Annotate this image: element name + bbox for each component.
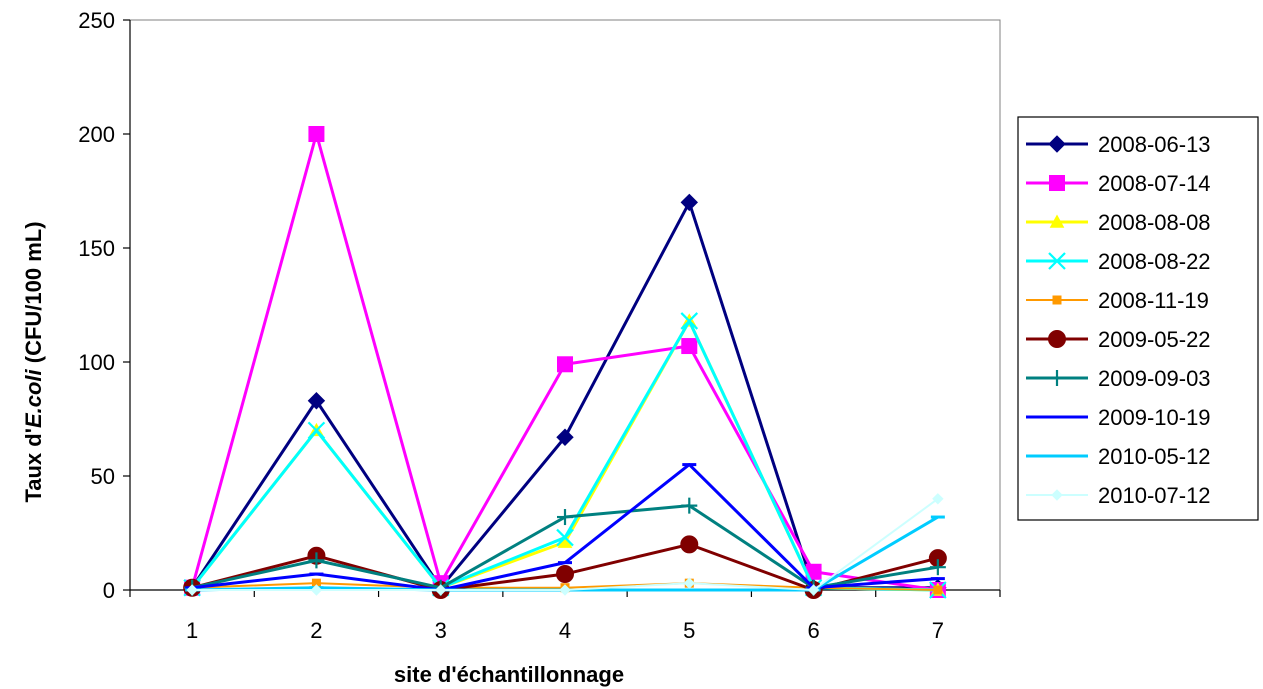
legend-item: 2009-10-19 — [1026, 405, 1211, 430]
series-2008-08-22 — [183, 312, 947, 599]
data-point — [807, 584, 820, 596]
data-point — [308, 552, 325, 569]
data-point-stroke — [680, 312, 699, 330]
legend-label: 2009-05-22 — [1098, 327, 1211, 352]
tick-labels: 0 50 100 150 200 250 1 2 3 4 5 6 7 — [78, 8, 944, 643]
x-tick-label: 2 — [310, 618, 322, 643]
legend-label: 2008-08-08 — [1098, 210, 1211, 235]
legend-label: 2009-10-19 — [1098, 405, 1211, 430]
legend-item: 2008-08-08 — [1026, 210, 1211, 235]
legend-label: 2008-07-14 — [1098, 171, 1211, 196]
data-point — [1051, 489, 1063, 501]
y-tick-label: 0 — [103, 578, 115, 603]
data-point — [557, 356, 573, 373]
y-tick-label: 150 — [78, 236, 115, 261]
data-point — [932, 493, 944, 505]
data-point — [681, 338, 698, 355]
legend-item: 2010-05-12 — [1026, 444, 1211, 469]
legend-item: 2009-05-22 — [1026, 327, 1211, 352]
data-point — [307, 421, 326, 440]
data-point — [186, 584, 198, 596]
data-point — [310, 584, 323, 596]
data-point — [1048, 135, 1066, 153]
y-axis-title: Taux d'E.coli (CFU/100 mL) — [21, 221, 46, 502]
legend-item: 2008-07-14 — [1026, 171, 1211, 196]
legend-item: 2008-08-22 — [1026, 249, 1211, 274]
data-point — [1048, 252, 1066, 270]
legend-label: 2009-09-03 — [1098, 366, 1211, 391]
x-tick-label: 4 — [559, 618, 571, 643]
series-line — [190, 200, 938, 590]
data-point-stroke — [307, 421, 326, 440]
legend-item: 2008-11-19 — [1026, 288, 1209, 313]
data-point — [1049, 214, 1065, 228]
data-point — [556, 428, 574, 446]
legend-label: 2010-07-12 — [1098, 483, 1211, 508]
y-tick-label: 100 — [78, 350, 115, 375]
data-point — [1049, 370, 1065, 386]
data-point — [680, 193, 698, 212]
legend: 2008-06-13 2008-07-14 2008-08-08 2008-08-22… — [1017, 116, 1259, 521]
x-axis-title: site d'échantillonnage — [394, 662, 624, 687]
data-point — [1048, 330, 1066, 348]
plot-area-border — [129, 19, 1001, 591]
data-point — [435, 584, 447, 596]
y-tick-label: 200 — [78, 122, 115, 147]
data-point — [557, 509, 573, 526]
data-point — [556, 528, 574, 547]
x-tick-label: 6 — [807, 618, 819, 643]
legend-box — [1017, 116, 1259, 521]
data-point — [681, 497, 698, 514]
data-point — [308, 126, 325, 142]
legend-label: 2008-11-19 — [1098, 288, 1209, 313]
x-tick-label: 5 — [683, 618, 695, 643]
y-tick-label: 250 — [78, 8, 115, 33]
data-point-stroke — [1048, 252, 1066, 270]
data-point — [559, 584, 571, 596]
legend-item: 2010-07-12 — [1026, 483, 1211, 508]
data-point — [683, 577, 695, 589]
y-axis-title-part-1: Taux d' — [21, 428, 46, 503]
data-point — [933, 585, 943, 595]
series-2010-07-12 — [186, 493, 944, 596]
data-point — [929, 559, 946, 576]
legend-label: 2010-05-12 — [1098, 444, 1211, 469]
x-tick-label: 1 — [186, 618, 198, 643]
data-point — [680, 535, 699, 554]
data-point — [1052, 295, 1062, 305]
data-point-stroke — [556, 528, 574, 547]
series-2008-07-14 — [184, 126, 946, 598]
data-point — [680, 312, 699, 330]
data-point — [307, 392, 326, 410]
y-tick-label: 50 — [91, 464, 115, 489]
data-point — [1049, 175, 1065, 191]
series-layer — [183, 126, 947, 599]
x-tick-label: 3 — [435, 618, 447, 643]
legend-label: 2008-08-22 — [1098, 249, 1211, 274]
legend-label: 2008-06-13 — [1098, 132, 1211, 157]
data-point — [556, 565, 574, 584]
y-axis-title-part-3: (CFU/100 mL) — [21, 221, 46, 369]
x-tick-label: 7 — [932, 618, 944, 643]
legend-item: 2009-09-03 — [1026, 366, 1211, 391]
y-axis-title-part-2: E.coli — [21, 368, 46, 428]
legend-item: 2008-06-13 — [1026, 132, 1211, 157]
